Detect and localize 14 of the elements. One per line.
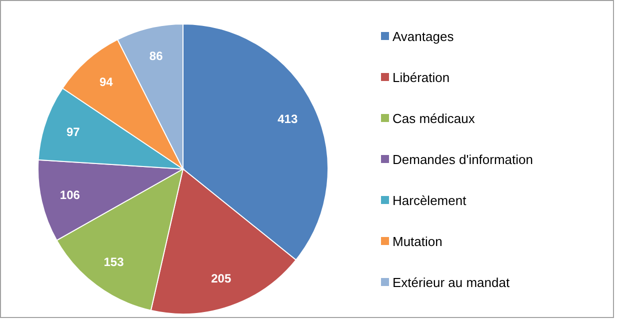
legend-label: Cas médicaux — [392, 110, 475, 126]
data-label: 205 — [211, 272, 232, 286]
data-label: 413 — [278, 112, 298, 126]
legend-label: Demandes d'information — [392, 152, 533, 166]
legend-label: Harcèlement — [392, 192, 466, 208]
legend-label: Libération — [392, 70, 450, 84]
legend-label: Mutation — [392, 234, 442, 248]
legend-label: Extérieur au mandat — [392, 274, 510, 290]
data-label: 153 — [104, 255, 124, 270]
legend-label: Avantages — [392, 28, 454, 44]
data-label: 106 — [60, 188, 80, 202]
data-label: 97 — [66, 124, 80, 139]
data-label: 94 — [99, 75, 114, 90]
data-label: 86 — [149, 49, 164, 64]
